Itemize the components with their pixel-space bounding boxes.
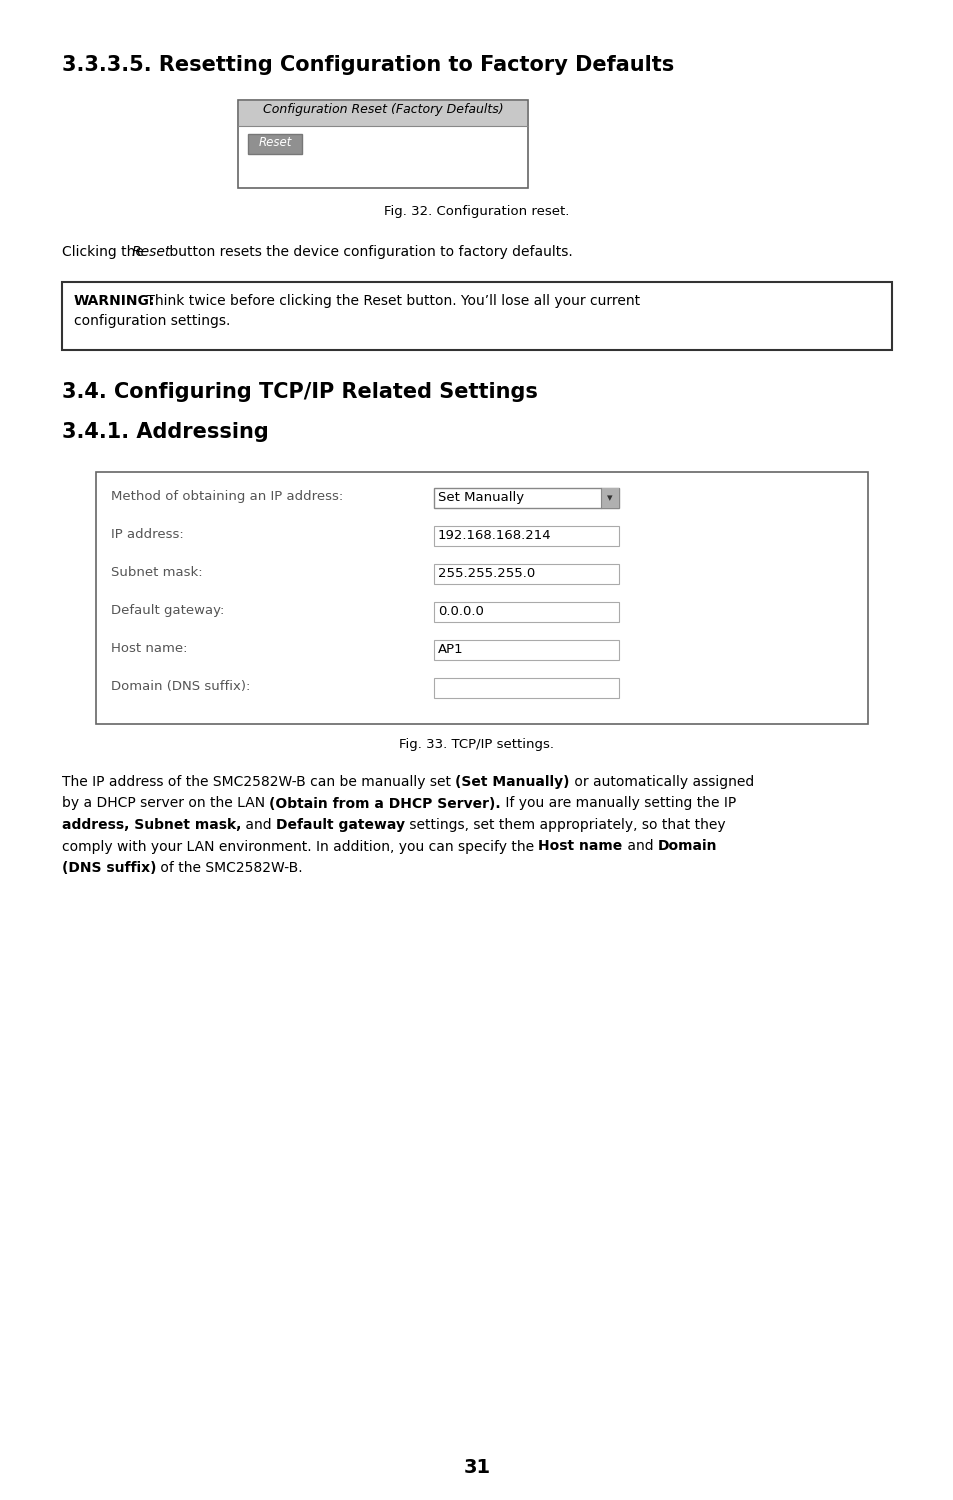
Text: address, Subnet mask,: address, Subnet mask,	[62, 818, 241, 833]
Bar	[434, 678, 618, 698]
Text: Domain (DNS suffix):: Domain (DNS suffix):	[111, 680, 250, 693]
Bar	[96, 472, 867, 724]
Bar	[239, 100, 526, 126]
Text: of the SMC2582W-B.: of the SMC2582W-B.	[156, 861, 303, 874]
Text: Subnet mask:: Subnet mask:	[111, 566, 202, 579]
Text: and: and	[622, 840, 657, 854]
Text: comply with your LAN environment. In addition, you can specify the: comply with your LAN environment. In add…	[62, 840, 537, 854]
Text: Reset: Reset	[258, 136, 292, 148]
Bar	[62, 282, 891, 350]
Bar	[434, 640, 618, 660]
Text: 31: 31	[463, 1458, 490, 1478]
Text: Host name: Host name	[537, 840, 622, 854]
Text: Method of obtaining an IP address:: Method of obtaining an IP address:	[111, 490, 343, 502]
Text: 0.0.0.0: 0.0.0.0	[437, 604, 483, 618]
Text: WARNING:: WARNING:	[74, 294, 155, 307]
Text: IP address:: IP address:	[111, 528, 184, 542]
Text: Host name:: Host name:	[111, 642, 188, 656]
Bar	[434, 602, 618, 622]
Text: ▾: ▾	[606, 494, 612, 502]
Text: (DNS suffix): (DNS suffix)	[62, 861, 156, 874]
Bar	[248, 134, 302, 154]
Text: Reset: Reset	[132, 244, 172, 260]
Text: (Obtain from a DHCP Server).: (Obtain from a DHCP Server).	[269, 796, 500, 810]
Text: and: and	[241, 818, 276, 833]
Bar	[237, 100, 527, 188]
Text: 3.4. Configuring TCP/IP Related Settings: 3.4. Configuring TCP/IP Related Settings	[62, 382, 537, 402]
Bar	[600, 488, 618, 508]
Text: Think twice before clicking the Reset button. You’ll lose all your current: Think twice before clicking the Reset bu…	[142, 294, 639, 307]
Text: 3.3.3.5. Resetting Configuration to Factory Defaults: 3.3.3.5. Resetting Configuration to Fact…	[62, 56, 674, 75]
Bar	[434, 564, 618, 584]
Text: by a DHCP server on the LAN: by a DHCP server on the LAN	[62, 796, 269, 810]
Text: 3.4.1. Addressing: 3.4.1. Addressing	[62, 422, 269, 442]
Text: Fig. 33. TCP/IP settings.: Fig. 33. TCP/IP settings.	[399, 738, 554, 752]
Text: If you are manually setting the IP: If you are manually setting the IP	[500, 796, 736, 810]
Text: configuration settings.: configuration settings.	[74, 314, 230, 328]
Text: or automatically assigned: or automatically assigned	[569, 776, 753, 789]
Text: Clicking the: Clicking the	[62, 244, 148, 260]
Text: 255.255.255.0: 255.255.255.0	[437, 567, 535, 580]
Bar	[434, 488, 618, 508]
Text: Configuration Reset (Factory Defaults): Configuration Reset (Factory Defaults)	[262, 104, 503, 116]
Text: (Set Manually): (Set Manually)	[455, 776, 569, 789]
Bar	[434, 526, 618, 546]
Text: Default gateway: Default gateway	[276, 818, 405, 833]
Text: AP1: AP1	[437, 644, 463, 656]
Text: Domain: Domain	[657, 840, 717, 854]
Text: settings, set them appropriately, so that they: settings, set them appropriately, so tha…	[405, 818, 725, 833]
Text: Default gateway:: Default gateway:	[111, 604, 224, 616]
Text: The IP address of the SMC2582W-B can be manually set: The IP address of the SMC2582W-B can be …	[62, 776, 455, 789]
Text: Fig. 32. Configuration reset.: Fig. 32. Configuration reset.	[384, 206, 569, 218]
Text: button resets the device configuration to factory defaults.: button resets the device configuration t…	[165, 244, 572, 260]
Text: Set Manually: Set Manually	[437, 490, 523, 504]
Text: 192.168.168.214: 192.168.168.214	[437, 530, 551, 542]
